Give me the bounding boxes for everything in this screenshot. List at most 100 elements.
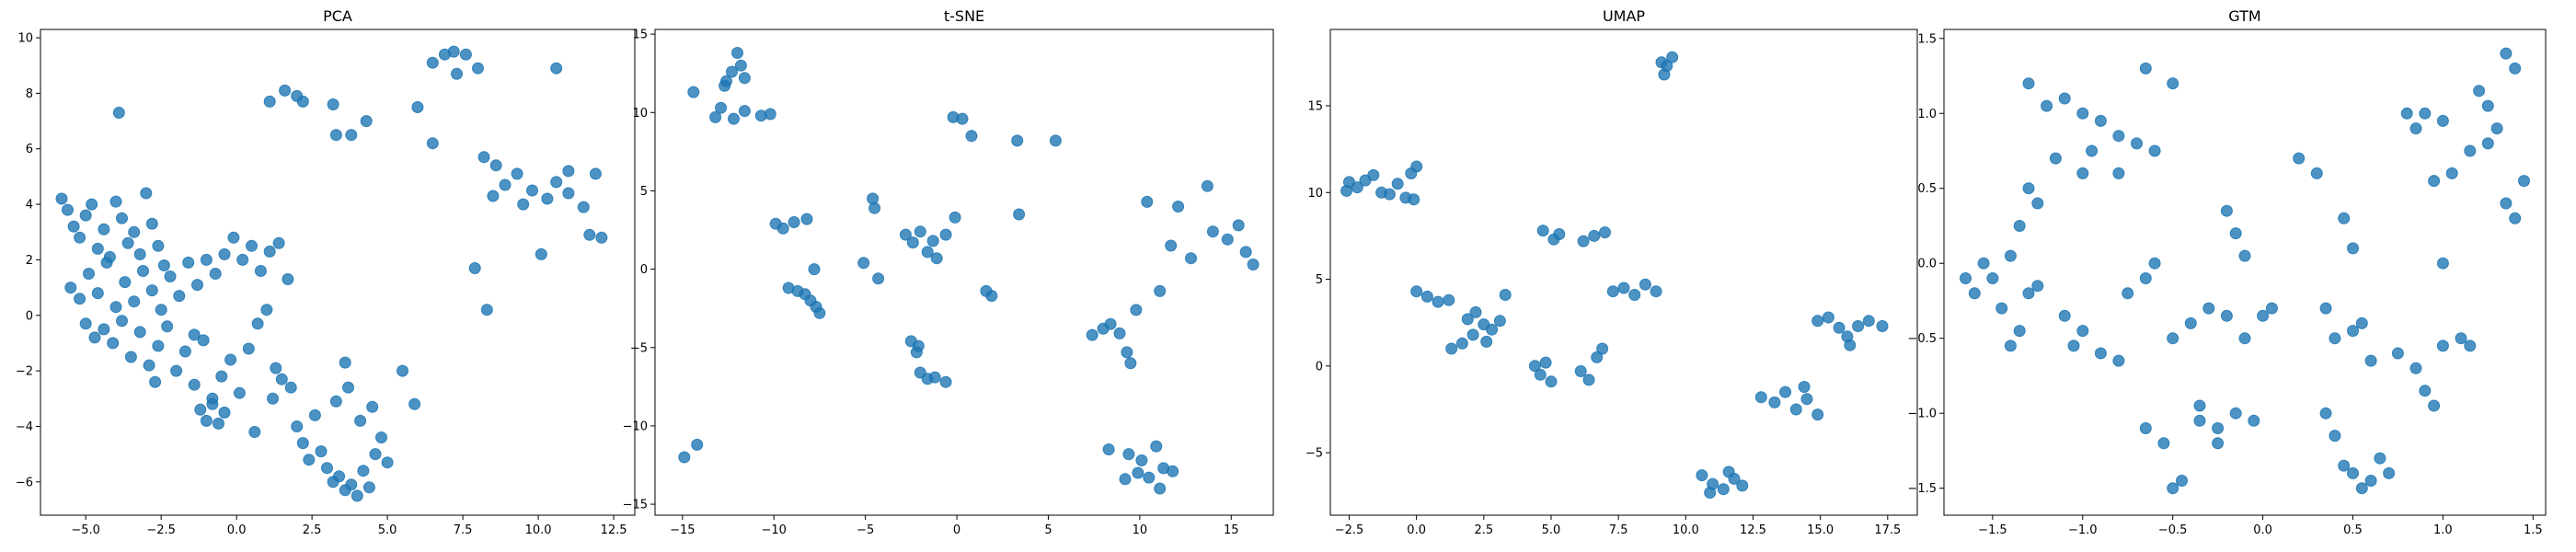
data-point: [2167, 332, 2179, 345]
data-point: [360, 115, 373, 128]
panel-gtm: GTM −1.5 −1.0 −0.5 0.0 0.5 1.0 1.5 −1.5 −1.0 −0.5…: [1907, 7, 2547, 537]
data-point: [2022, 287, 2035, 300]
data-point: [333, 470, 346, 483]
data-point: [857, 257, 870, 270]
data-point: [2338, 212, 2351, 224]
data-point: [2004, 339, 2017, 352]
data-point: [242, 342, 255, 355]
data-point: [215, 370, 228, 383]
data-point: [236, 253, 249, 266]
y-tick-label: −15: [623, 499, 648, 512]
data-point: [109, 195, 122, 208]
data-point: [321, 462, 333, 475]
data-point: [1432, 295, 1444, 308]
y-tick-label: 6: [26, 143, 33, 156]
data-point: [764, 108, 776, 121]
x-tick-label: 12.5: [1740, 523, 1766, 537]
data-point: [67, 220, 80, 233]
x-tick-label: 10.0: [1673, 523, 1699, 537]
data-point: [1104, 317, 1117, 330]
data-point: [282, 273, 294, 285]
data-point: [1165, 239, 1178, 252]
data-point: [926, 235, 939, 247]
data-point: [354, 414, 367, 427]
data-point: [2229, 227, 2242, 240]
data-point: [447, 45, 460, 58]
data-point: [1833, 321, 1846, 334]
data-point: [1367, 168, 1380, 181]
data-point: [2086, 144, 2099, 157]
axis-ticks: −2.5 0.0 2.5 5.0 7.5 10.0 12.5 15.0 17.5 −5 0 5 10 15: [1305, 99, 1901, 537]
data-point: [541, 192, 554, 205]
data-point: [2067, 339, 2080, 352]
data-point: [98, 323, 110, 336]
data-point: [157, 259, 170, 271]
data-point: [1617, 282, 1630, 294]
data-point: [2212, 437, 2225, 450]
data-point: [291, 420, 304, 432]
data-point: [2464, 144, 2477, 157]
x-tick-label: 0.5: [2343, 523, 2363, 537]
data-point: [526, 184, 538, 197]
data-point: [1534, 368, 1547, 381]
data-point: [1798, 381, 1811, 393]
data-point: [197, 334, 210, 347]
data-point: [1995, 302, 2008, 315]
data-point: [79, 317, 92, 330]
data-point: [188, 328, 201, 341]
data-point: [477, 151, 490, 164]
data-point: [275, 373, 288, 385]
data-point: [357, 465, 370, 477]
data-point: [213, 417, 224, 430]
x-tick-label: −2.5: [146, 523, 176, 537]
data-point: [2058, 309, 2071, 322]
data-point: [2409, 362, 2422, 374]
data-point: [2139, 62, 2152, 75]
data-point: [2202, 302, 2215, 315]
data-point: [140, 187, 153, 200]
data-point: [1499, 289, 1512, 301]
data-point: [2176, 475, 2188, 487]
data-point: [1049, 134, 1062, 147]
data-point: [1351, 181, 1363, 194]
data-point: [284, 381, 297, 394]
data-point: [149, 375, 162, 388]
data-point: [687, 86, 700, 98]
data-point: [315, 445, 328, 458]
data-point: [956, 112, 969, 125]
data-point: [1811, 408, 1824, 421]
data-point: [715, 101, 728, 114]
data-point: [308, 408, 321, 421]
data-point: [98, 223, 110, 236]
data-point: [2112, 130, 2125, 143]
data-point: [800, 213, 813, 225]
data-point: [2347, 466, 2359, 479]
data-point: [248, 426, 261, 438]
data-point: [1536, 224, 1549, 237]
data-point: [178, 345, 191, 358]
data-point: [1704, 487, 1717, 499]
data-point: [145, 284, 158, 297]
data-point: [2383, 466, 2396, 479]
y-tick-label: 1.0: [1917, 108, 1937, 121]
data-point: [808, 263, 821, 276]
data-point: [2229, 407, 2242, 420]
data-point: [1650, 285, 1662, 298]
data-point: [100, 256, 113, 269]
x-tick-label: 5: [1044, 523, 1052, 537]
data-point: [1574, 365, 1587, 377]
data-point: [1658, 68, 1671, 81]
data-point: [1408, 193, 1420, 206]
data-point: [1206, 225, 1219, 238]
data-point: [472, 62, 484, 75]
data-point: [2031, 280, 2044, 293]
data-point: [83, 268, 95, 280]
data-point: [209, 268, 222, 280]
data-point: [709, 110, 722, 123]
data-point: [2238, 249, 2251, 262]
data-point: [517, 198, 530, 211]
data-point: [734, 59, 747, 72]
data-point: [2518, 175, 2530, 188]
data-point: [949, 211, 961, 224]
data-point: [164, 270, 177, 282]
